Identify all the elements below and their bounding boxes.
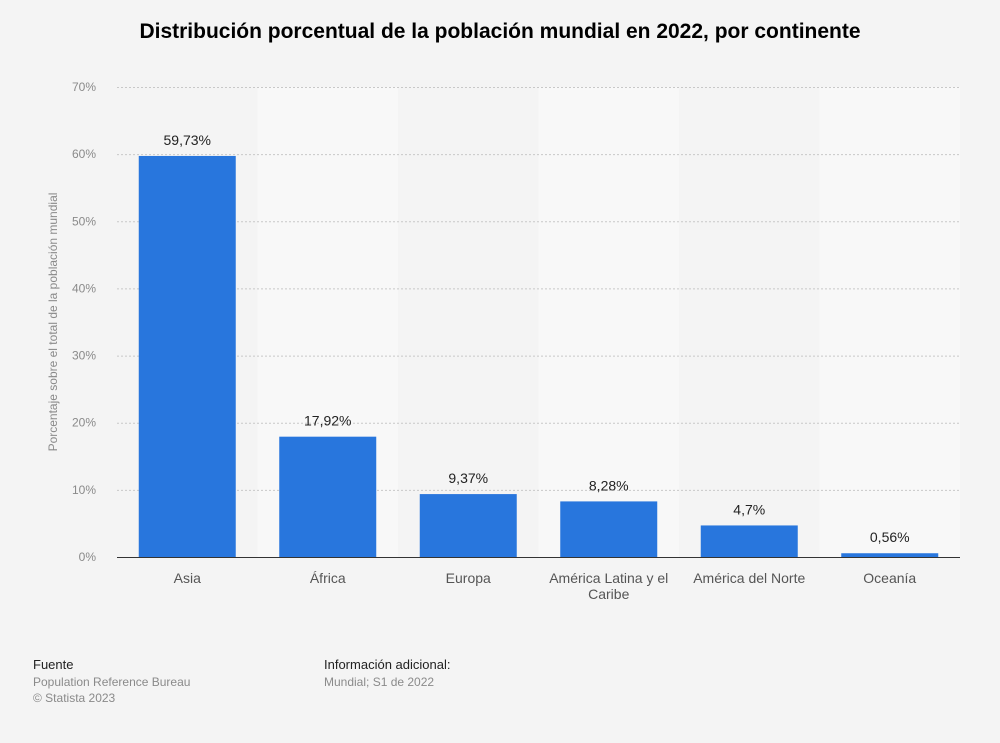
data-label: 17,92% — [304, 413, 351, 429]
data-label: 9,37% — [448, 470, 488, 486]
bars — [138, 155, 939, 557]
copyright: © Statista 2023 — [33, 691, 116, 705]
grid-lines — [117, 87, 960, 491]
bar — [560, 501, 658, 557]
chart-title: Distribución porcentual de la población … — [139, 20, 861, 43]
additional-info-block: Información adicional: Mundial; S1 de 20… — [324, 657, 450, 690]
data-label: 8,28% — [589, 477, 629, 493]
column-bands — [117, 87, 960, 557]
bar — [419, 494, 517, 557]
bar — [700, 525, 798, 557]
x-tick-label: África — [310, 570, 346, 586]
y-tick-label: 20% — [72, 416, 96, 430]
data-label: 0,56% — [870, 529, 910, 545]
data-label: 59,73% — [164, 132, 211, 148]
y-tick-label: 40% — [72, 281, 96, 295]
column-band — [679, 87, 820, 557]
x-axis-ticks: Asia África Europa América Latina y el Carib… — [174, 570, 917, 602]
y-tick-label: 10% — [72, 483, 96, 497]
x-tick-label: Europa — [446, 570, 491, 586]
x-tick-label: América Latina y el Caribe — [549, 570, 668, 602]
x-tick-label: Oceanía — [863, 570, 916, 586]
source-title: Fuente — [33, 657, 74, 672]
y-tick-label: 0% — [79, 550, 97, 564]
bar — [841, 553, 939, 557]
y-tick-label: 50% — [72, 214, 96, 228]
bar — [138, 155, 236, 557]
y-tick-label: 30% — [72, 349, 96, 363]
data-label: 4,7% — [733, 501, 765, 517]
x-tick-label: Asia — [174, 570, 201, 586]
bar — [279, 436, 377, 557]
y-tick-label: 70% — [72, 80, 96, 94]
source-block: Fuente Population Reference Bureau © Sta… — [33, 657, 190, 706]
column-band — [819, 87, 960, 557]
additional-info-title: Información adicional: — [324, 657, 451, 672]
y-axis-ticks: 0% 10% 20% 30% 40% 50% 60% 70% — [72, 80, 96, 564]
additional-info-text: Mundial; S1 de 2022 — [324, 675, 435, 689]
y-axis-label: Porcentaje sobre el total de la població… — [46, 193, 60, 452]
column-band — [398, 87, 539, 557]
y-tick-label: 60% — [72, 147, 96, 161]
x-tick-label: América del Norte — [693, 570, 805, 586]
data-labels: 59,73% 17,92% 9,37% 8,28% 4,7% 0,56% — [164, 132, 910, 545]
source-name: Population Reference Bureau — [33, 675, 191, 689]
column-band — [538, 87, 679, 557]
